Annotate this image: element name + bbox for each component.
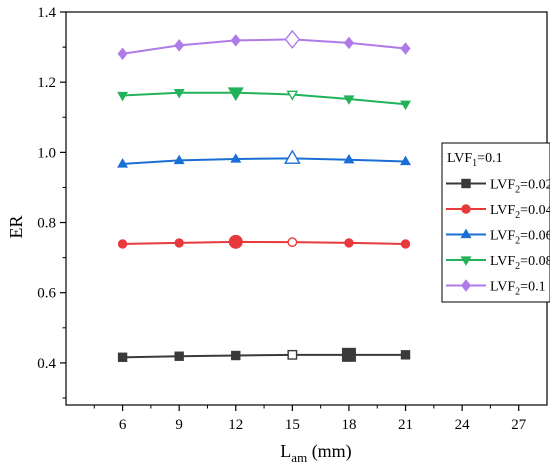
y-axis: 0.4 0.6 0.8 1.0 1.2 1.4 (37, 5, 66, 399)
data-point (173, 154, 185, 165)
legend-item: LVF2=0.04 (446, 203, 550, 221)
x-tick-label: 18 (341, 417, 356, 433)
legend-marker (461, 178, 471, 189)
data-point (286, 90, 299, 101)
legend-item: LVF2=0.02 (446, 178, 550, 196)
legend-item: LVF2=0.1 (446, 279, 546, 298)
legend-marker (461, 204, 471, 214)
data-point (343, 153, 355, 164)
data-point (400, 155, 412, 166)
data-point (228, 234, 243, 249)
data-point (283, 149, 301, 164)
series-2 (117, 234, 411, 249)
series-line (122, 38, 406, 55)
series-line (122, 353, 406, 359)
series-1 (117, 347, 411, 362)
series-line (122, 240, 406, 245)
legend-label: LVF2=0.04 (490, 203, 550, 221)
x-tick-label: 24 (455, 417, 471, 433)
legend-marker (460, 228, 472, 239)
data-point (400, 239, 411, 249)
x-tick-label: 9 (175, 417, 183, 433)
series-4 (117, 87, 412, 111)
y-axis-label: ER (6, 215, 26, 238)
legend-item: LVF2=0.08 (446, 254, 550, 272)
data-point (230, 34, 241, 47)
series-line (122, 91, 406, 106)
data-point (400, 100, 412, 111)
data-point (400, 42, 411, 55)
x-tick-label: 21 (398, 417, 413, 433)
legend-label: LVF2=0.08 (490, 254, 550, 272)
legend-item: LVF2=0.06 (446, 229, 550, 247)
series-layer (117, 29, 412, 362)
data-point (344, 238, 354, 248)
data-point (117, 47, 128, 61)
series-line (122, 157, 406, 165)
data-point (174, 351, 184, 361)
data-point (117, 91, 129, 102)
data-point (231, 350, 241, 361)
y-tick-label: 0.4 (37, 356, 56, 372)
data-point (117, 239, 128, 249)
legend: LVF1=0.1 LVF2=0.02 LVF2=0.04 LVF2=0.06 LVF2=… (441, 142, 550, 303)
x-axis-label: Lam (mm) (280, 441, 351, 465)
legend-box (441, 142, 550, 303)
data-point (343, 95, 355, 105)
data-point (117, 352, 128, 362)
x-tick-label: 27 (511, 417, 527, 433)
data-point (341, 347, 356, 362)
legend-marker (460, 256, 472, 266)
y-tick-label: 0.6 (37, 286, 56, 302)
legend-title: LVF1=0.1 (447, 151, 503, 169)
series-3 (117, 149, 412, 168)
data-point (287, 349, 298, 360)
data-point (400, 350, 411, 360)
data-point (230, 153, 242, 163)
data-point (284, 29, 301, 49)
data-point (227, 87, 244, 102)
legend-label: LVF2=0.02 (490, 178, 550, 196)
series-5 (117, 29, 411, 61)
legend-label: LVF2=0.06 (490, 229, 550, 247)
x-tick-label: 12 (228, 417, 243, 433)
y-tick-label: 1.2 (37, 75, 56, 91)
x-axis: 6 9 12 15 18 21 24 27 (93, 405, 527, 433)
data-point (117, 158, 129, 168)
legend-label: LVF2=0.1 (490, 280, 546, 298)
x-tick-label: 6 (119, 417, 127, 433)
legend-marker (460, 279, 472, 292)
y-tick-label: 1.4 (37, 5, 56, 21)
data-point (343, 36, 354, 50)
x-tick-label: 15 (285, 417, 300, 433)
data-point (173, 89, 185, 99)
data-point (174, 238, 184, 248)
y-tick-label: 0.8 (37, 216, 56, 232)
y-tick-label: 1.0 (37, 145, 56, 161)
data-point (174, 39, 185, 52)
data-point (287, 237, 298, 248)
